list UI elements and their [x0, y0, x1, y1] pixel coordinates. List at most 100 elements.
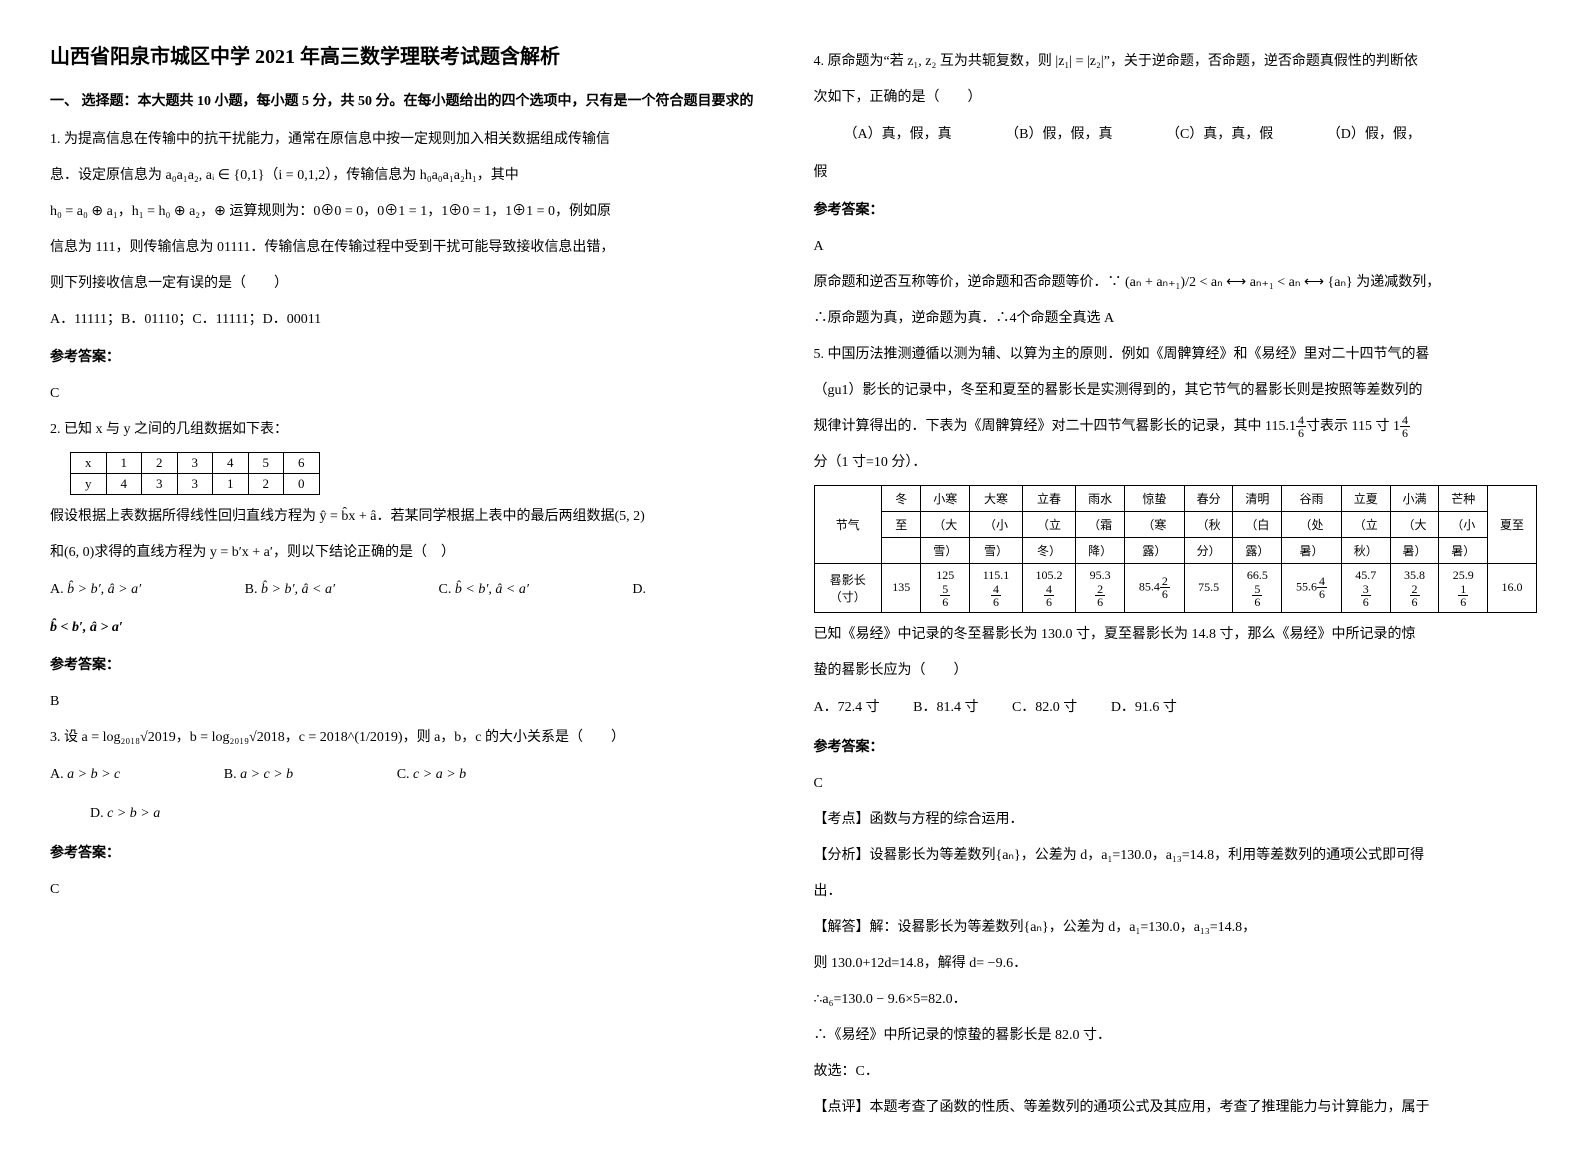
cell: （处: [1282, 511, 1342, 537]
q2-table: x 1 2 3 4 5 6 y 4 3 3 1 2 0: [70, 452, 320, 495]
q4-answer-label: 参考答案：: [814, 197, 1538, 225]
q5-stem-6: 蛰的晷影长应为（ ）: [814, 657, 1538, 685]
q3-optC: c > a > b: [413, 760, 466, 791]
cell: 115.146: [970, 563, 1023, 612]
q5-stem-4: 分（1 寸=10 分）．: [814, 449, 1538, 477]
q5-stem-1: 5. 中国历法推测遵循以测为辅、以算为主的原则．例如《周髀算经》和《易经》里对二…: [814, 341, 1538, 369]
cell: 冬: [882, 485, 921, 511]
cell: 135: [882, 563, 921, 612]
cell: 露）: [1125, 537, 1185, 563]
q3-answer: C: [50, 876, 774, 904]
q2-optC: b̂ < b′, â < a′: [455, 575, 529, 606]
q4-optD: （D）假，假，: [1327, 120, 1421, 151]
cell: 晷影长（寸）: [814, 563, 882, 612]
cell: 立春: [1022, 485, 1075, 511]
q5-expl-tag1: 【考点】函数与方程的综合运用．: [814, 806, 1538, 834]
q2-optD-label: D.: [632, 575, 646, 606]
cell: 2: [248, 474, 284, 495]
q4-optD-cont: 假: [814, 159, 1538, 187]
cell: （小: [1439, 511, 1488, 537]
q4-expl-1: 原命题和逆否互称等价，逆命题和否命题等价．∵ (aₙ + aₙ₊₁)/2 < a…: [814, 269, 1538, 297]
q1-options: A．11111；B．01110；C．11111；D．00011: [50, 306, 774, 334]
q5-options: A．72.4 寸 B．81.4 寸 C．82.0 寸 D．91.6 寸: [814, 693, 1538, 724]
cell: 105.246: [1022, 563, 1075, 612]
cell: y: [71, 474, 107, 495]
cell: （立: [1022, 511, 1075, 537]
table-row: 至 （大 （小 （立 （霜 （寒 （秋 （白 （处 （立 （大 （小: [814, 511, 1537, 537]
cell: 6: [284, 453, 320, 474]
cell: 3: [142, 474, 178, 495]
q5-answer: C: [814, 770, 1538, 798]
cell: x: [71, 453, 107, 474]
cell: 25.916: [1439, 563, 1488, 612]
cell: 3: [177, 453, 213, 474]
cell: （大: [921, 511, 970, 537]
cell: 4: [106, 474, 142, 495]
q4-stem-2: 次如下，正确的是（ ）: [814, 84, 1538, 112]
cell: 芒种: [1439, 485, 1488, 511]
q5-optD: D．91.6 寸: [1111, 693, 1177, 724]
q4-expl-2: ∴原命题为真，逆命题为真．∴4个命题全真选 A: [814, 305, 1538, 333]
q2-stem-3: 和(6, 0)求得的直线方程为 y = b′x + a′，则以下结论正确的是（ …: [50, 539, 774, 567]
q5-expl-line2: ∴a₆=130.0 − 9.6×5=82.0．: [814, 986, 1538, 1014]
cell: 雪）: [921, 537, 970, 563]
cell: 冬）: [1022, 537, 1075, 563]
q2-stem-2: 假设根据上表数据所得线性回归直线方程为 ŷ = b̂x + â．若某同学根据上表…: [50, 503, 774, 531]
q2-stem-1: 2. 已知 x 与 y 之间的几组数据如下表：: [50, 416, 774, 444]
cell: 雪）: [970, 537, 1023, 563]
q2-options-row1: A. b̂ > b′, â > a′ B. b̂ > b′, â < a′ C.…: [50, 575, 774, 606]
q5-expl-tag2: 【分析】设晷影长为等差数列{aₙ}，公差为 d，a₁=130.0，a₁₃=14.…: [814, 842, 1538, 870]
q3-optA: a > b > c: [67, 760, 120, 791]
cell: （立: [1341, 511, 1390, 537]
cell: 暑）: [1390, 537, 1439, 563]
q5-expl-tag3: 【解答】解：设晷影长为等差数列{aₙ}，公差为 d，a₁=130.0，a₁₃=1…: [814, 914, 1538, 942]
q5-expl-tag2b: 出．: [814, 878, 1538, 906]
cell: （霜: [1076, 511, 1125, 537]
q3-options-row2: D. c > b > a: [50, 799, 774, 830]
cell: 1: [213, 474, 249, 495]
cell: 66.556: [1233, 563, 1282, 612]
cell: 夏至: [1488, 485, 1537, 563]
cell: 节气: [814, 485, 882, 563]
q1-stem-4: 信息为 111，则传输信息为 01111．传输信息在传输过程中受到干扰可能导致接…: [50, 234, 774, 262]
cell: 小满: [1390, 485, 1439, 511]
q2-optB: b̂ > b′, â < a′: [261, 575, 335, 606]
cell: 85.426: [1125, 563, 1185, 612]
q2-answer: B: [50, 688, 774, 716]
q5-stem-3: 规律计算得出的．下表为《周髀算经》对二十四节气晷影长的记录，其中 115.146…: [814, 413, 1538, 441]
q1-stem-1: 1. 为提高信息在传输中的抗干扰能力，通常在原信息中按一定规则加入相关数据组成传…: [50, 126, 774, 154]
cell: 雨水: [1076, 485, 1125, 511]
q5-stem-5: 已知《易经》中记录的冬至晷影长为 130.0 寸，夏至晷影长为 14.8 寸，那…: [814, 621, 1538, 649]
cell: 至: [882, 511, 921, 537]
q2-optD: b̂ < b′, â > a′: [50, 614, 774, 642]
q5-solar-table: 节气 冬 小寒 大寒 立春 雨水 惊蛰 春分 清明 谷雨 立夏 小满 芒种 夏至…: [814, 485, 1538, 613]
cell: 45.736: [1341, 563, 1390, 612]
cell: 春分: [1184, 485, 1233, 511]
q3-optD: c > b > a: [107, 799, 160, 830]
q4-options: （A）真，假，真 （B）假，假，真 （C）真，真，假 （D）假，假，: [814, 120, 1538, 151]
table-row: x 1 2 3 4 5 6: [71, 453, 320, 474]
q5-expl-line4: 故选：C．: [814, 1058, 1538, 1086]
cell: 2: [142, 453, 178, 474]
q5-expl-line1: 则 130.0+12d=14.8，解得 d= −9.6．: [814, 950, 1538, 978]
cell: 55.646: [1282, 563, 1342, 612]
table-row: 雪） 雪） 冬） 降） 露） 分） 露） 暑） 秋） 暑） 暑）: [814, 537, 1537, 563]
cell: [882, 537, 921, 563]
q4-optC: （C）真，真，假: [1166, 120, 1273, 151]
cell: 暑）: [1282, 537, 1342, 563]
cell: 35.826: [1390, 563, 1439, 612]
cell: 暑）: [1439, 537, 1488, 563]
q3-answer-label: 参考答案：: [50, 840, 774, 868]
cell: 95.326: [1076, 563, 1125, 612]
cell: 立夏: [1341, 485, 1390, 511]
cell: （秋: [1184, 511, 1233, 537]
q4-stem-1: 4. 原命题为“若 z₁, z₂ 互为共轭复数，则 |z₁| = |z₂|”，关…: [814, 48, 1538, 76]
q4-answer: A: [814, 233, 1538, 261]
cell: 秋）: [1341, 537, 1390, 563]
table-row: y 4 3 3 1 2 0: [71, 474, 320, 495]
q1-answer: C: [50, 380, 774, 408]
cell: 12556: [921, 563, 970, 612]
cell: 降）: [1076, 537, 1125, 563]
q4-optA: （A）真，假，真: [844, 120, 952, 151]
q2-answer-label: 参考答案：: [50, 652, 774, 680]
